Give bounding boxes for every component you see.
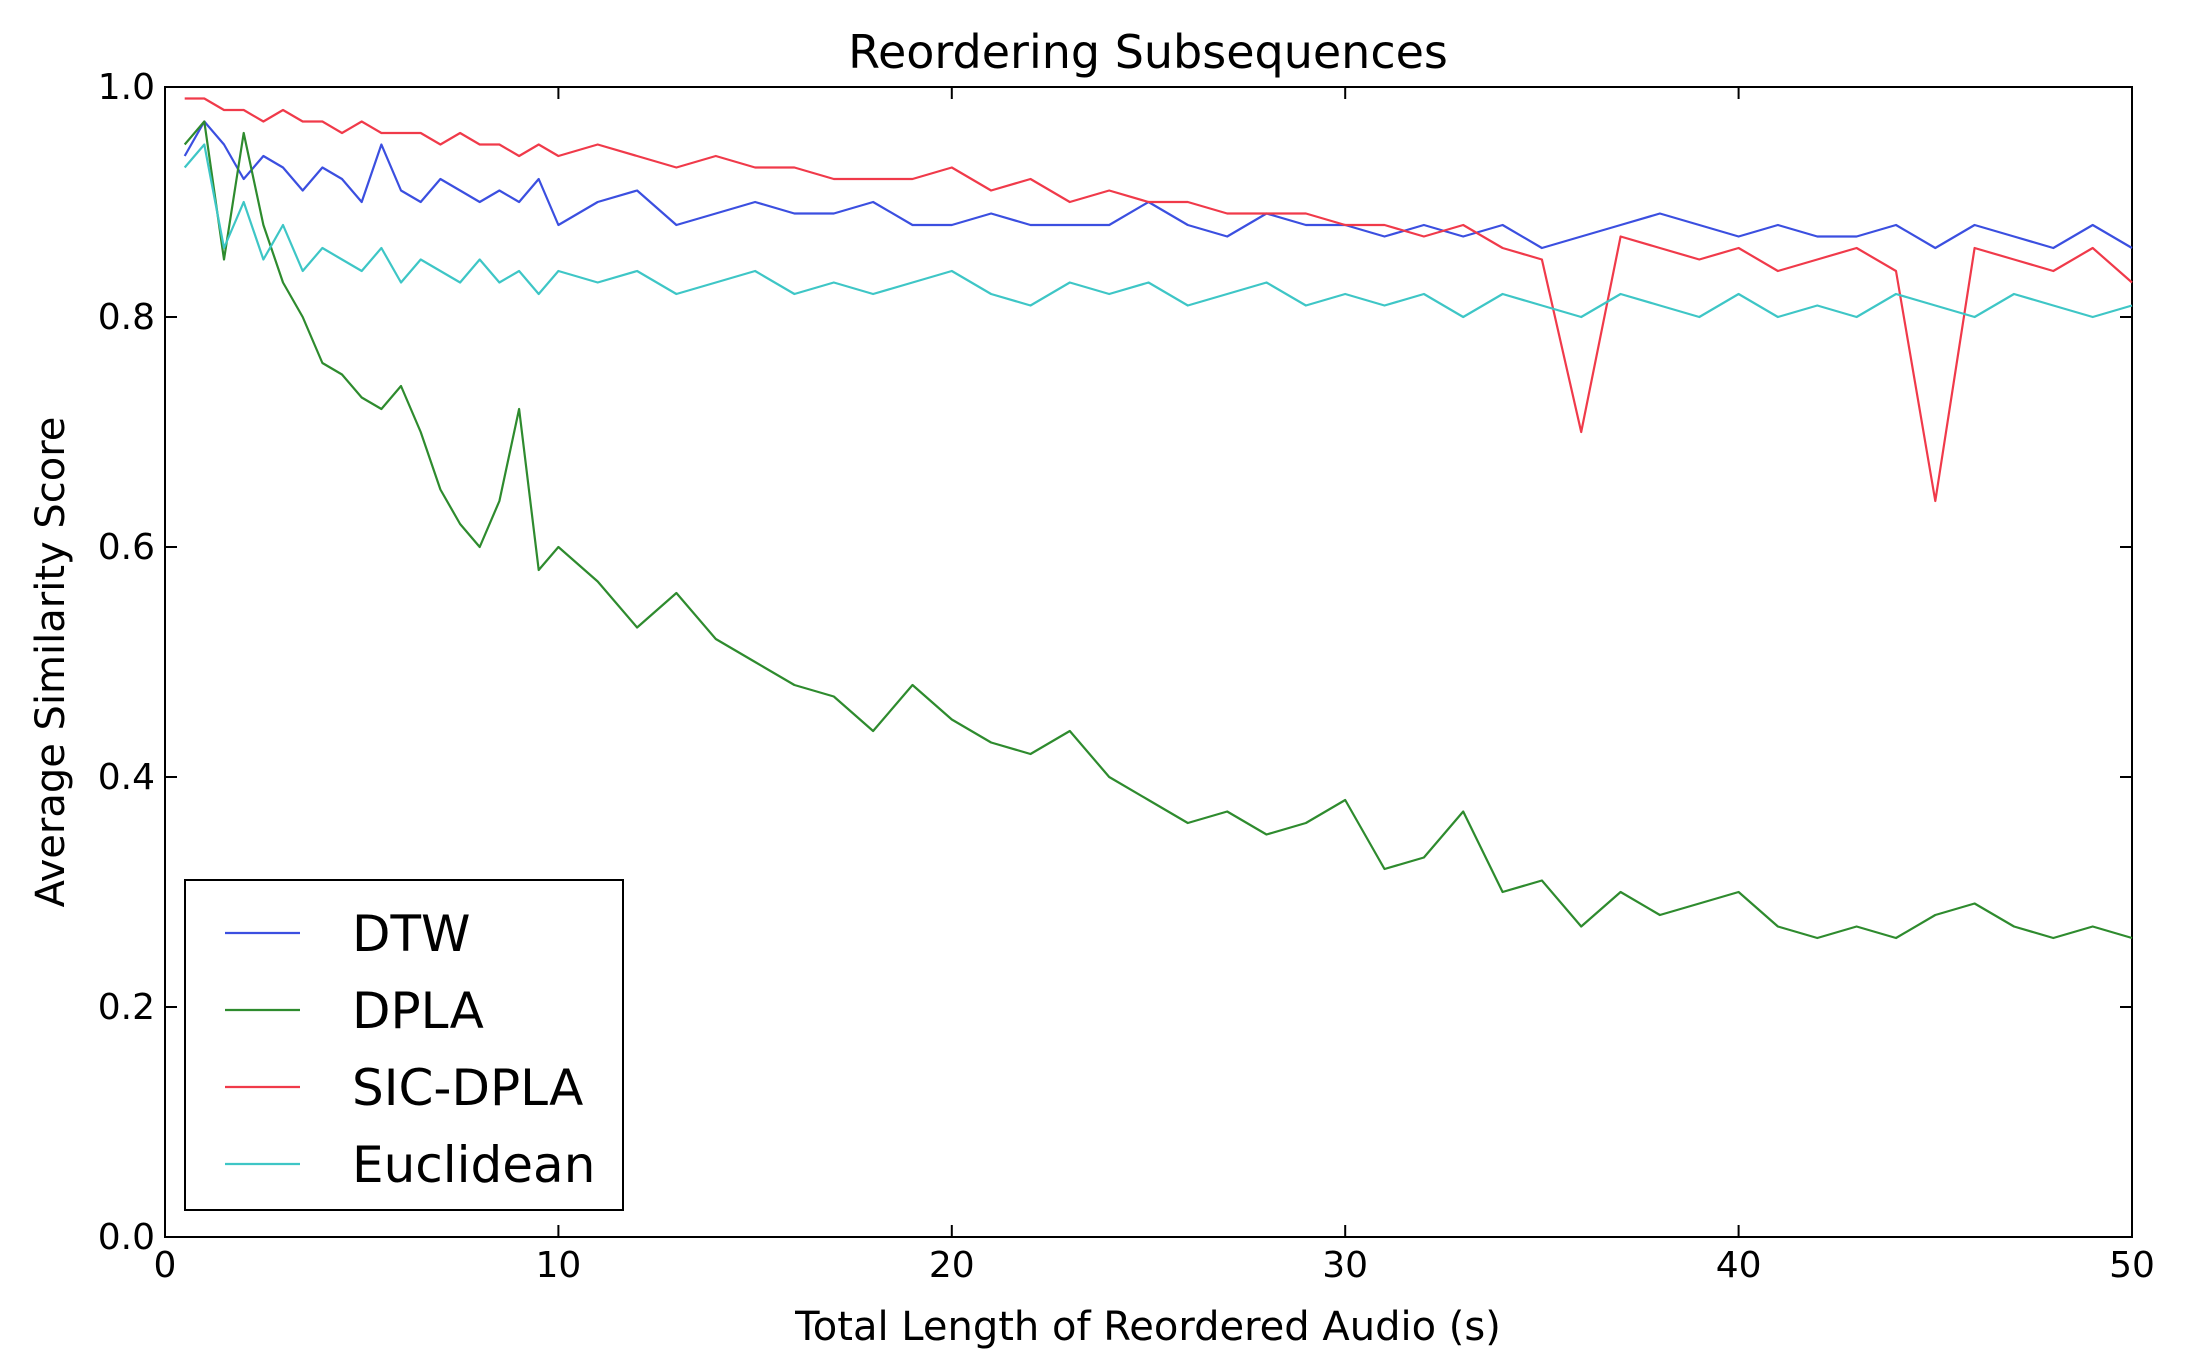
y-tick-label: 0.8 xyxy=(98,297,155,338)
x-tick-label: 10 xyxy=(535,1245,581,1286)
series-line-sic-dpla xyxy=(184,97,2133,503)
legend-label-euclidean: Euclidean xyxy=(352,1136,595,1194)
legend-box xyxy=(184,879,624,1211)
x-axis-label: Total Length of Reordered Audio (s) xyxy=(794,1304,1501,1350)
legend: DTW DPLA SIC-DPLA Euclidean xyxy=(184,879,624,1211)
legend-label-sic-dpla: SIC-DPLA xyxy=(352,1059,583,1117)
ticks-layer: 0 10 20 30 40 50 0.0 0.2 0.4 0.6 0.8 1.0 xyxy=(98,67,2155,1286)
plot-frame xyxy=(164,86,2133,1238)
series-line-euclidean xyxy=(183,143,2133,319)
series-line-dpla xyxy=(183,120,2133,940)
legend-label-dpla: DPLA xyxy=(352,982,484,1040)
legend-label-dtw: DTW xyxy=(352,905,470,963)
x-tick-label: 40 xyxy=(1716,1245,1762,1286)
x-tick-label: 0 xyxy=(154,1245,177,1286)
y-axis-label: Average Similarity Score xyxy=(28,417,74,908)
x-tick-label: 50 xyxy=(2109,1245,2155,1286)
x-tick-label: 20 xyxy=(929,1245,975,1286)
plot-area: 0 10 20 30 40 50 0.0 0.2 0.4 0.6 0.8 1.0 xyxy=(98,67,2155,1286)
series-layer xyxy=(183,97,2133,940)
series-line-dtw xyxy=(183,120,2133,250)
y-tick-label: 0.4 xyxy=(98,757,155,798)
y-tick-label: 0.2 xyxy=(98,987,155,1028)
chart-title: Reordering Subsequences xyxy=(848,25,1448,79)
x-tick-label: 30 xyxy=(1322,1245,1368,1286)
y-tick-label: 0.6 xyxy=(98,527,155,568)
y-tick-label: 1.0 xyxy=(98,67,155,108)
y-tick-label: 0.0 xyxy=(98,1217,155,1258)
